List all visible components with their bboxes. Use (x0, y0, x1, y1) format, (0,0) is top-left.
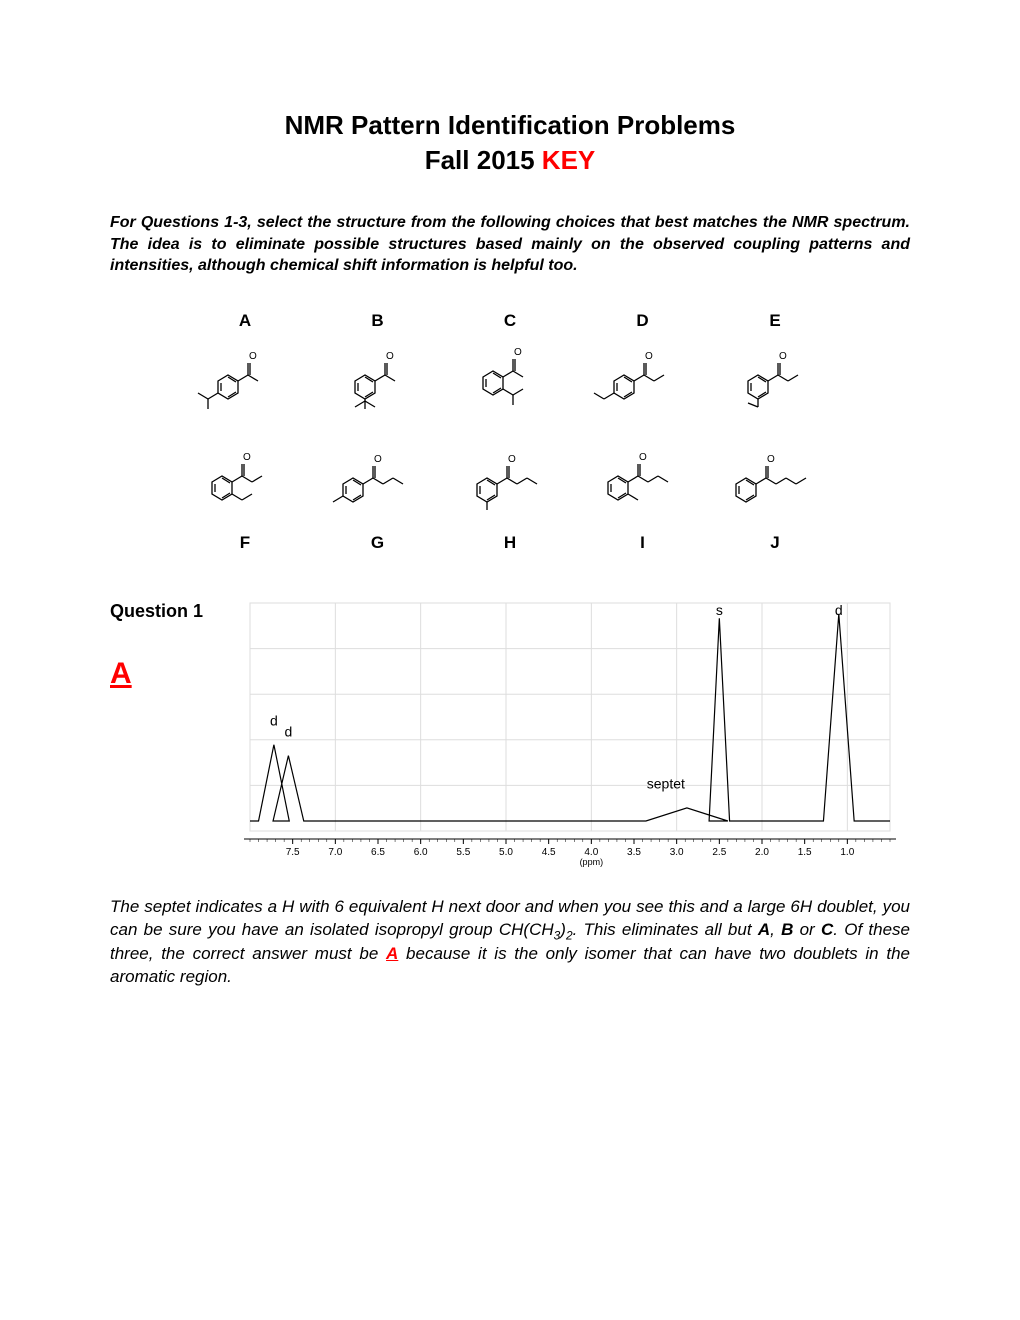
svg-text:d: d (835, 602, 843, 618)
molecule-D-icon: O (588, 333, 698, 411)
struct-D: O (588, 333, 698, 416)
svg-text:4.5: 4.5 (542, 847, 556, 858)
expl-part4: or (793, 920, 821, 939)
page: NMR Pattern Identification Problems Fall… (0, 0, 1020, 989)
expl-boldB: B (781, 920, 793, 939)
svg-text:7.0: 7.0 (328, 847, 342, 858)
struct-F: O (190, 444, 300, 527)
title-key: KEY (542, 145, 595, 175)
struct-label-row-bottom: F G H I J (190, 533, 830, 553)
struct-C: O (455, 333, 565, 416)
svg-text:1.0: 1.0 (840, 847, 854, 858)
title-line2: Fall 2015 KEY (110, 145, 910, 176)
molecule-C-icon: O (455, 333, 565, 411)
struct-label-D: D (588, 311, 698, 331)
struct-label-row-top: A B C D E (190, 311, 830, 331)
molecule-G-icon: O (323, 444, 433, 522)
expl-ans: A (386, 944, 398, 963)
question-1-label: Question 1 (110, 601, 203, 622)
nmr-spectrum-icon: ddseptetsd7.57.06.56.05.55.04.54.03.53.0… (230, 593, 910, 873)
expl-boldC: C (821, 920, 833, 939)
svg-text:2.0: 2.0 (755, 847, 769, 858)
svg-text:3.5: 3.5 (627, 847, 641, 858)
svg-text:(ppm): (ppm) (580, 857, 604, 867)
svg-text:7.5: 7.5 (286, 847, 300, 858)
expl-part2: . This eliminates all but (573, 920, 758, 939)
structure-choices: A B C D E (190, 311, 830, 553)
struct-label-C: C (455, 311, 565, 331)
svg-text:O: O (249, 351, 257, 362)
svg-text:6.0: 6.0 (414, 847, 428, 858)
struct-J: O (720, 444, 830, 527)
struct-row-top: O O (190, 333, 830, 416)
struct-label-A: A (190, 311, 300, 331)
struct-H: O (455, 444, 565, 527)
svg-text:O: O (514, 347, 522, 358)
title-line1: NMR Pattern Identification Problems (110, 110, 910, 141)
struct-label-J: J (720, 533, 830, 553)
struct-label-I: I (588, 533, 698, 553)
svg-text:O: O (243, 452, 251, 463)
svg-text:1.5: 1.5 (798, 847, 812, 858)
svg-text:O: O (767, 454, 775, 465)
struct-label-G: G (323, 533, 433, 553)
molecule-F-icon: O (190, 444, 300, 522)
svg-text:O: O (639, 452, 647, 463)
struct-label-B: B (323, 311, 433, 331)
expl-boldA: A (758, 920, 770, 939)
explanation-text: The septet indicates a H with 6 equivale… (110, 896, 910, 989)
struct-label-E: E (720, 311, 830, 331)
title-prefix: Fall 2015 (425, 145, 542, 175)
struct-label-H: H (455, 533, 565, 553)
question-1-block: Question 1 A ddseptetsd7.57.06.56.05.55.… (110, 593, 910, 878)
struct-A: O (190, 333, 300, 416)
svg-text:d: d (270, 712, 278, 728)
expl-sub2: 2 (566, 928, 573, 942)
svg-text:septet: septet (647, 775, 685, 791)
svg-text:3.0: 3.0 (670, 847, 684, 858)
svg-text:5.0: 5.0 (499, 847, 513, 858)
svg-text:5.5: 5.5 (456, 847, 470, 858)
struct-B: O (323, 333, 433, 416)
struct-E: O (720, 333, 830, 416)
svg-text:d: d (285, 723, 293, 739)
svg-text:O: O (779, 351, 787, 362)
svg-text:O: O (645, 351, 653, 362)
molecule-J-icon: O (720, 444, 830, 522)
struct-row-bottom: O O (190, 444, 830, 527)
molecule-B-icon: O (323, 333, 433, 411)
expl-part3: , (770, 920, 781, 939)
molecule-I-icon: O (588, 444, 698, 522)
struct-I: O (588, 444, 698, 527)
struct-label-F: F (190, 533, 300, 553)
svg-text:s: s (716, 602, 723, 618)
svg-text:6.5: 6.5 (371, 847, 385, 858)
molecule-A-icon: O (190, 333, 300, 411)
svg-text:O: O (508, 454, 516, 465)
svg-text:O: O (374, 454, 382, 465)
svg-text:2.5: 2.5 (712, 847, 726, 858)
question-1-answer: A (110, 657, 132, 691)
title-block: NMR Pattern Identification Problems Fall… (110, 110, 910, 176)
molecule-E-icon: O (720, 333, 830, 411)
instructions-text: For Questions 1-3, select the structure … (110, 212, 910, 277)
svg-text:O: O (386, 351, 394, 362)
molecule-H-icon: O (455, 444, 565, 522)
struct-G: O (323, 444, 433, 527)
